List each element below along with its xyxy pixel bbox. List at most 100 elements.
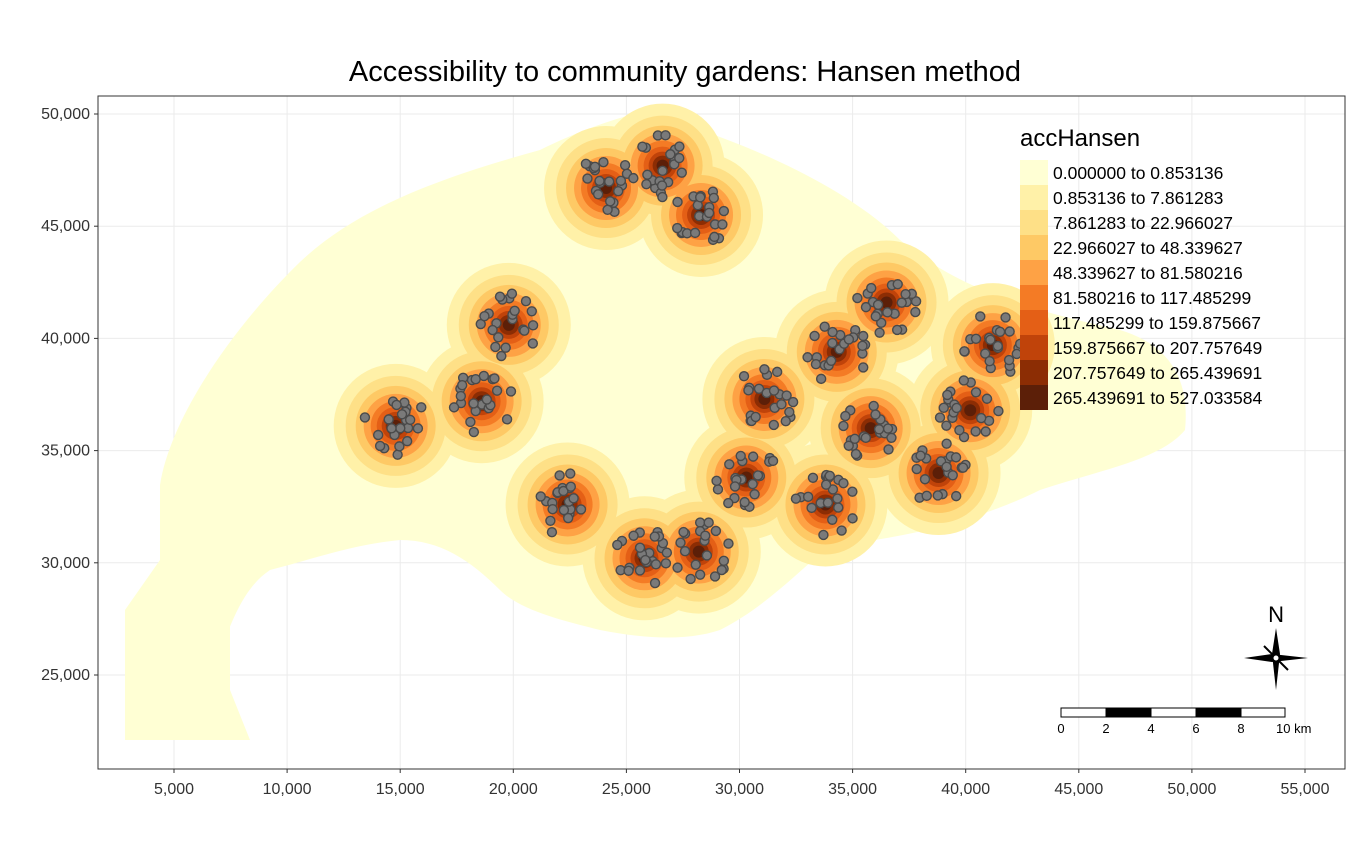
scale-bar: 0 2 4 6 8 10 km [1057, 707, 1311, 736]
garden-point [526, 306, 537, 317]
garden-point [395, 422, 406, 434]
x-tick-label: 25,000 [602, 781, 651, 798]
garden-point [768, 419, 780, 431]
legend-swatch [1020, 235, 1048, 260]
garden-point [910, 296, 922, 307]
north-arrow-diagonal-icon [1263, 645, 1289, 671]
legend-label: 0.000000 to 0.853136 [1053, 163, 1223, 183]
garden-point [554, 470, 565, 481]
garden-point [984, 356, 995, 367]
scale-label: 10 km [1276, 721, 1311, 736]
legend-swatch [1020, 310, 1048, 335]
garden-point [672, 562, 683, 573]
garden-point [941, 438, 952, 449]
garden-point [372, 429, 384, 441]
garden-point [836, 525, 847, 536]
garden-point [448, 402, 460, 413]
accessibility-band [880, 296, 893, 309]
garden-point [872, 299, 884, 311]
garden-point [392, 449, 403, 460]
garden-point [558, 485, 569, 497]
scale-segment [1150, 707, 1197, 718]
x-tick-label: 10,000 [263, 781, 312, 798]
garden-point [491, 385, 503, 396]
garden-point [886, 432, 897, 443]
garden-point [958, 375, 970, 386]
garden-point [858, 362, 869, 373]
scale-segment [1195, 707, 1242, 718]
garden-point [592, 189, 604, 200]
garden-point [921, 490, 932, 502]
garden-point [623, 565, 634, 577]
garden-point [710, 525, 722, 537]
garden-point [950, 490, 962, 502]
garden-point [465, 416, 476, 428]
legend-swatch [1020, 160, 1048, 185]
accessibility-band [964, 404, 977, 417]
garden-point [840, 410, 851, 422]
garden-point [470, 374, 481, 385]
garden-point [810, 359, 822, 370]
garden-point [767, 455, 779, 467]
garden-point [500, 342, 511, 353]
garden-point [838, 478, 849, 489]
garden-point [565, 481, 577, 492]
y-axis: 25,000 30,000 35,000 40,000 45,000 50,000 [41, 106, 98, 684]
y-tick-label: 45,000 [41, 218, 90, 235]
garden-point [723, 538, 734, 549]
garden-point [650, 559, 662, 570]
scale-segment [1105, 707, 1152, 718]
garden-point [679, 545, 691, 557]
garden-point [747, 451, 759, 462]
garden-point [568, 493, 579, 504]
garden-point [490, 341, 501, 353]
garden-point [665, 149, 676, 160]
north-label: N [1268, 602, 1284, 627]
scale-label: 4 [1147, 721, 1154, 736]
garden-point [980, 348, 991, 359]
x-tick-label: 45,000 [1054, 781, 1103, 798]
garden-point [708, 192, 720, 204]
garden-point [882, 307, 893, 318]
garden-point [615, 175, 627, 187]
garden-point [870, 311, 882, 322]
legend-label: 0.853136 to 7.861283 [1053, 188, 1223, 208]
garden-point [637, 141, 648, 152]
garden-point [781, 390, 792, 401]
garden-point [649, 531, 660, 542]
garden-point [547, 503, 558, 515]
garden-point [481, 394, 493, 405]
garden-point [416, 402, 427, 413]
legend-label: 159.875667 to 207.757649 [1053, 338, 1262, 358]
legend-title: accHansen [1020, 125, 1140, 152]
y-tick-label: 30,000 [41, 555, 90, 572]
garden-point [827, 337, 838, 349]
garden-point [656, 180, 668, 191]
garden-point [701, 550, 713, 561]
garden-point [993, 405, 1004, 417]
garden-point [852, 292, 863, 304]
accessibility-band [932, 467, 945, 480]
land-outline-west [125, 560, 250, 740]
legend-label: 7.861283 to 22.966027 [1053, 213, 1233, 233]
garden-point [738, 370, 750, 382]
map-title: Accessibility to community gardens: Hans… [348, 56, 1022, 88]
garden-point [994, 326, 1006, 338]
garden-point [391, 399, 402, 411]
garden-point [589, 161, 601, 172]
garden-point [820, 479, 832, 490]
garden-point [717, 219, 728, 230]
garden-point [634, 565, 646, 576]
garden-point [809, 330, 820, 342]
garden-point [868, 400, 879, 412]
x-axis: 5,000 10,000 15,000 20,000 25,000 30,000 35,00… [154, 769, 1330, 798]
garden-point [558, 504, 570, 516]
garden-point [628, 530, 639, 541]
garden-point [711, 475, 722, 487]
garden-point [641, 178, 652, 190]
x-tick-label: 35,000 [828, 781, 877, 798]
x-tick-label: 30,000 [715, 781, 764, 798]
garden-point [847, 486, 858, 497]
garden-point [951, 402, 962, 414]
garden-point [883, 444, 894, 455]
